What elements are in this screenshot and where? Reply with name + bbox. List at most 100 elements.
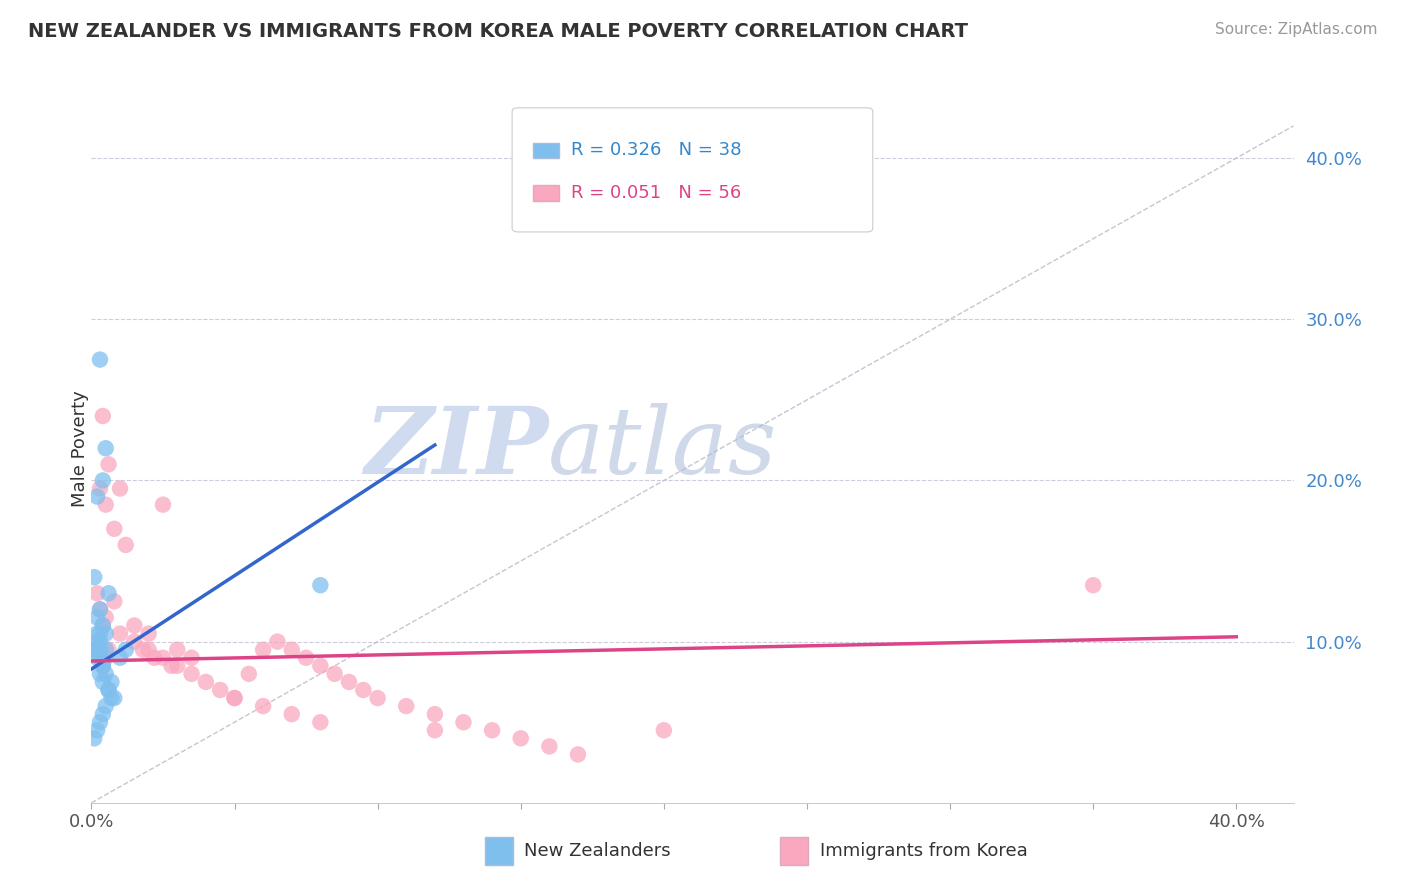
Point: [337, 674, 360, 689]
FancyBboxPatch shape: [485, 837, 513, 865]
Point: [89, 715, 111, 730]
Text: ZIP: ZIP: [364, 403, 548, 493]
Text: Source: ZipAtlas.com: Source: ZipAtlas.com: [1215, 22, 1378, 37]
Point: [152, 498, 174, 512]
Point: [567, 747, 589, 762]
Point: [89, 352, 111, 367]
Point: [97, 458, 120, 472]
Point: [180, 650, 202, 665]
Point: [86, 723, 108, 738]
Point: [114, 642, 136, 657]
Point: [83, 642, 105, 657]
Point: [91, 474, 114, 488]
Point: [252, 699, 274, 714]
Point: [86, 650, 108, 665]
Point: [166, 642, 188, 657]
Point: [180, 666, 202, 681]
Point: [83, 642, 105, 657]
Text: NEW ZEALANDER VS IMMIGRANTS FROM KOREA MALE POVERTY CORRELATION CHART: NEW ZEALANDER VS IMMIGRANTS FROM KOREA M…: [28, 22, 969, 41]
Point: [143, 650, 166, 665]
Point: [89, 626, 111, 640]
Point: [108, 482, 131, 496]
Point: [89, 642, 111, 657]
Point: [132, 642, 155, 657]
Point: [114, 538, 136, 552]
Point: [91, 409, 114, 423]
Point: [309, 578, 332, 592]
FancyBboxPatch shape: [780, 837, 808, 865]
Point: [209, 683, 232, 698]
Point: [124, 634, 146, 648]
Point: [91, 707, 114, 722]
Point: [89, 602, 111, 616]
Point: [83, 731, 105, 746]
Y-axis label: Male Poverty: Male Poverty: [72, 390, 89, 507]
FancyBboxPatch shape: [533, 143, 560, 158]
Text: Immigrants from Korea: Immigrants from Korea: [820, 842, 1028, 860]
Point: [108, 626, 131, 640]
Point: [89, 482, 111, 496]
Point: [86, 610, 108, 624]
Point: [89, 634, 111, 648]
Point: [152, 650, 174, 665]
Point: [238, 666, 260, 681]
Point: [323, 666, 346, 681]
Text: R = 0.326   N = 38: R = 0.326 N = 38: [571, 142, 741, 160]
Point: [194, 674, 217, 689]
Point: [91, 658, 114, 673]
Point: [94, 666, 117, 681]
Point: [94, 498, 117, 512]
Point: [86, 490, 108, 504]
Point: [395, 699, 418, 714]
Point: [295, 650, 318, 665]
Text: New Zealanders: New Zealanders: [524, 842, 671, 860]
Point: [281, 642, 304, 657]
Point: [538, 739, 561, 754]
Point: [91, 658, 114, 673]
Point: [83, 570, 105, 584]
Point: [652, 723, 675, 738]
Point: [124, 618, 146, 632]
Point: [423, 707, 446, 722]
Point: [97, 642, 120, 657]
Point: [1081, 578, 1104, 592]
Point: [103, 594, 125, 608]
Point: [100, 674, 122, 689]
Point: [89, 666, 111, 681]
Point: [224, 691, 246, 706]
Point: [160, 658, 183, 673]
Point: [86, 626, 108, 640]
Text: R = 0.051   N = 56: R = 0.051 N = 56: [571, 184, 741, 202]
Point: [103, 522, 125, 536]
Point: [309, 658, 332, 673]
FancyBboxPatch shape: [533, 186, 560, 201]
Point: [100, 691, 122, 706]
Point: [423, 723, 446, 738]
Point: [91, 658, 114, 673]
Point: [94, 642, 117, 657]
Point: [103, 691, 125, 706]
Point: [94, 650, 117, 665]
Point: [309, 715, 332, 730]
Point: [94, 610, 117, 624]
Point: [481, 723, 503, 738]
Point: [224, 691, 246, 706]
Point: [352, 683, 374, 698]
Point: [86, 586, 108, 600]
Point: [86, 634, 108, 648]
Point: [138, 626, 160, 640]
Point: [94, 442, 117, 455]
Point: [509, 731, 531, 746]
Point: [367, 691, 389, 706]
Text: atlas: atlas: [548, 403, 778, 493]
Point: [97, 683, 120, 698]
FancyBboxPatch shape: [512, 108, 873, 232]
Point: [138, 642, 160, 657]
Point: [89, 602, 111, 616]
Point: [94, 626, 117, 640]
Point: [453, 715, 475, 730]
Point: [91, 618, 114, 632]
Point: [266, 634, 288, 648]
Point: [97, 683, 120, 698]
Point: [281, 707, 304, 722]
